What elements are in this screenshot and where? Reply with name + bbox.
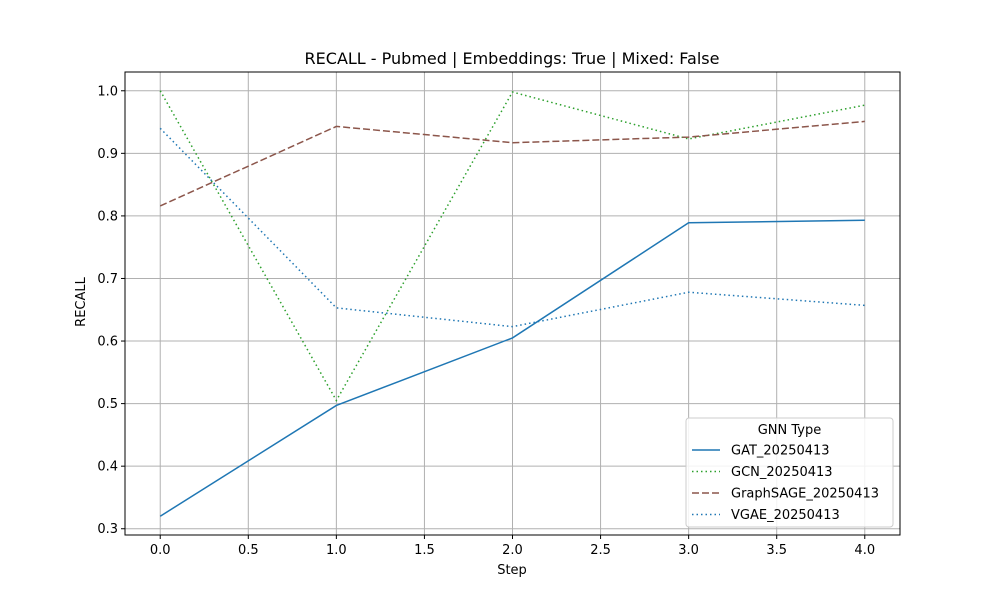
legend: GNN Type GAT_20250413 GCN_20250413 GraphSAG… (685, 417, 894, 528)
y-tick-label: 0.6 (97, 335, 118, 350)
series-lines (159, 90, 865, 517)
x-tick-label: 3.0 (678, 543, 699, 558)
x-tick-label: 2.5 (590, 543, 611, 558)
y-axis-ticks: 0.3 0.4 0.5 0.6 0.7 0.8 0.9 1.0 (97, 84, 125, 537)
series-line-vgae-20250413 (159, 127, 865, 328)
y-tick-label: 0.5 (97, 397, 118, 412)
x-tick-label: 2.0 (502, 543, 523, 558)
series-line-gat-20250413 (159, 219, 865, 517)
x-tick-label: 0.5 (238, 543, 259, 558)
y-tick-label: 0.3 (97, 522, 118, 537)
y-tick-label: 0.7 (97, 272, 118, 287)
x-axis-label: Step (497, 563, 527, 578)
legend-box (685, 417, 894, 528)
x-tick-label: 1.5 (414, 543, 435, 558)
x-tick-label: 0.0 (150, 543, 171, 558)
y-tick-label: 0.8 (97, 209, 118, 224)
y-tick-label: 1.0 (97, 84, 118, 99)
y-tick-label: 0.4 (97, 460, 118, 475)
legend-entry-label: GAT_20250413 (731, 444, 830, 459)
series-line-graphsage-20250413 (159, 120, 865, 207)
x-tick-label: 4.0 (854, 543, 875, 558)
x-axis-ticks: 0.0 0.5 1.0 1.5 2.0 2.5 3.0 3.5 4.0 (150, 535, 875, 558)
grid-lines (125, 72, 900, 535)
y-axis-label: RECALL (74, 276, 89, 326)
legend-entry-label: GCN_20250413 (731, 465, 833, 480)
chart-title: RECALL - Pubmed | Embeddings: True | Mix… (305, 49, 720, 68)
y-tick-label: 0.9 (97, 147, 118, 162)
legend-entry-label: VGAE_20250413 (731, 508, 840, 523)
legend-entry-label: GraphSAGE_20250413 (731, 487, 879, 502)
x-tick-label: 3.5 (766, 543, 787, 558)
x-tick-label: 1.0 (326, 543, 347, 558)
legend-title: GNN Type (758, 423, 822, 438)
series-line-gcn-20250413 (159, 90, 865, 402)
